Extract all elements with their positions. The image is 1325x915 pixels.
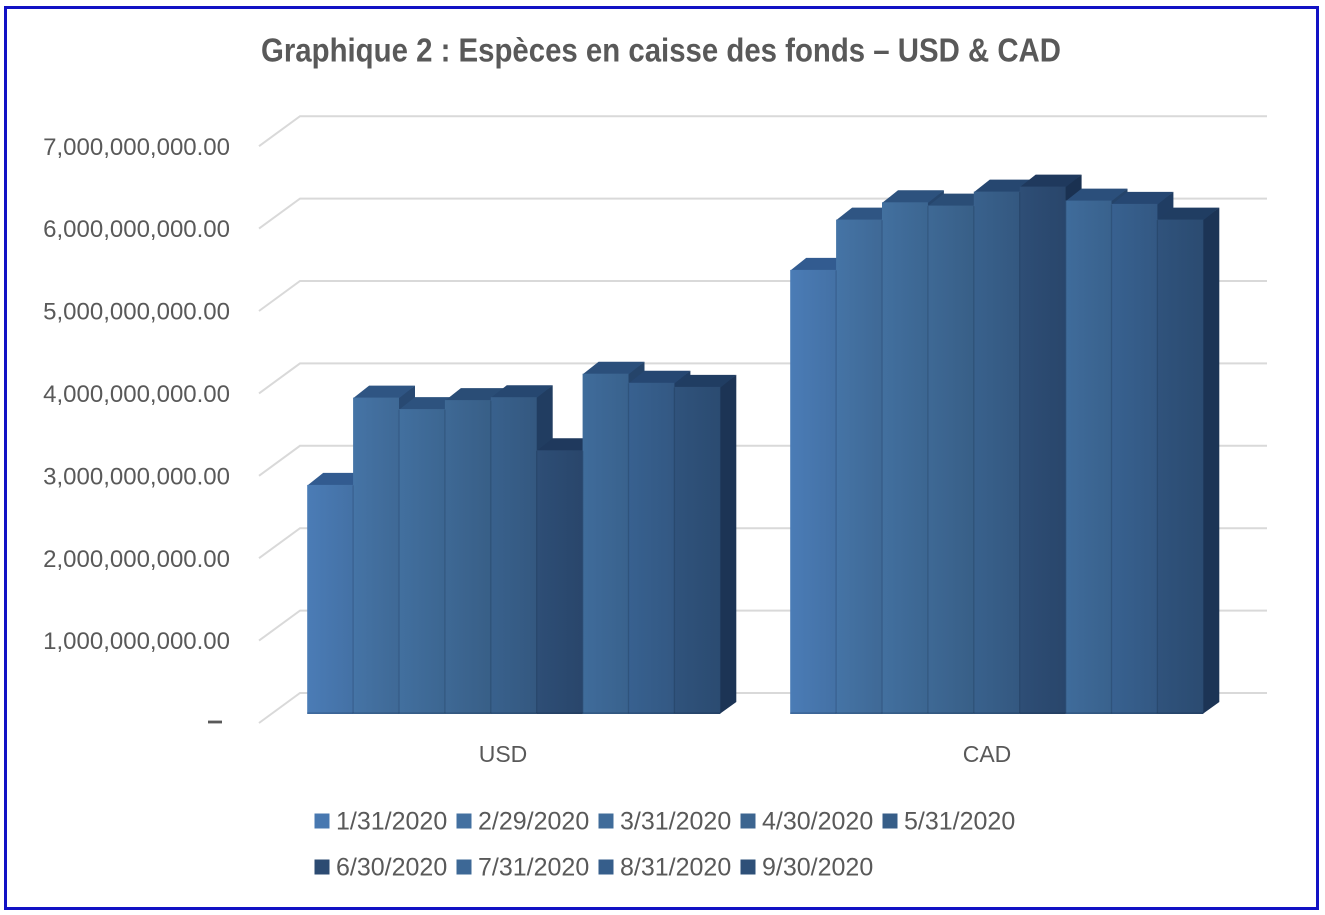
svg-text:9/30/2020: 9/30/2020 — [762, 854, 873, 882]
svg-text:8/31/2020: 8/31/2020 — [620, 854, 731, 882]
svg-text:CAD: CAD — [963, 741, 1012, 767]
svg-text:4/30/2020: 4/30/2020 — [762, 808, 873, 836]
svg-text:2/29/2020: 2/29/2020 — [478, 808, 589, 836]
svg-text:6,000,000,000.00: 6,000,000,000.00 — [43, 216, 230, 243]
svg-text:Graphique 2 : Espèces en caiss: Graphique 2 : Espèces en caisse des fond… — [261, 33, 1061, 70]
svg-text:1/31/2020: 1/31/2020 — [336, 808, 447, 836]
svg-text:1,000,000,000.00: 1,000,000,000.00 — [43, 628, 230, 655]
svg-text:2,000,000,000.00: 2,000,000,000.00 — [43, 546, 230, 573]
svg-text:7/31/2020: 7/31/2020 — [478, 854, 589, 882]
svg-text:7,000,000,000.00: 7,000,000,000.00 — [43, 134, 230, 161]
svg-text:5/31/2020: 5/31/2020 — [904, 808, 1015, 836]
svg-text:6/30/2020: 6/30/2020 — [336, 854, 447, 882]
svg-text:3,000,000,000.00: 3,000,000,000.00 — [43, 463, 230, 490]
svg-text:USD: USD — [479, 741, 528, 767]
svg-text:5,000,000,000.00: 5,000,000,000.00 — [43, 299, 230, 326]
svg-text:4,000,000,000.00: 4,000,000,000.00 — [43, 381, 230, 408]
svg-text:3/31/2020: 3/31/2020 — [620, 808, 731, 836]
